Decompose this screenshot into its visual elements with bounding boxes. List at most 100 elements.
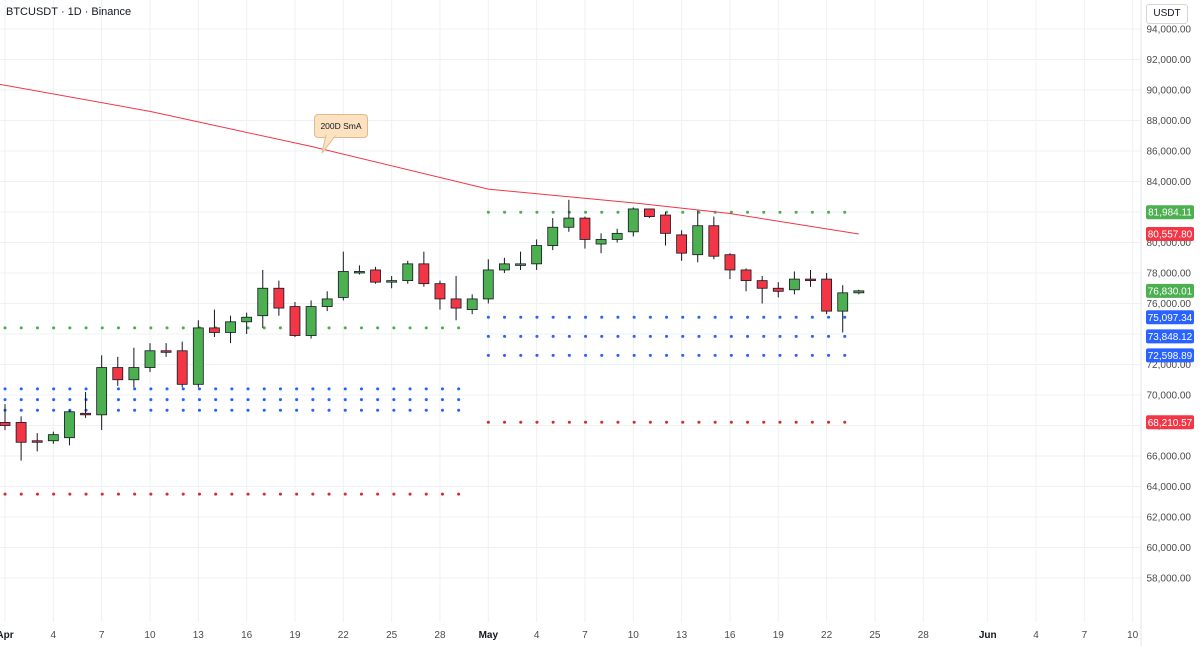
price-label-text: 80,557.80 xyxy=(1148,229,1193,240)
candle-body-up xyxy=(837,292,849,312)
price-label-text: 81,984.11 xyxy=(1148,208,1192,219)
candle xyxy=(756,276,768,304)
candle xyxy=(579,216,591,249)
candle-body-down xyxy=(740,269,752,282)
candle-body-down xyxy=(708,225,720,257)
candle-body-down xyxy=(821,278,833,312)
time-tick-label: Apr xyxy=(0,630,14,641)
candle-body-up xyxy=(692,225,704,256)
candle xyxy=(466,294,478,315)
candle-body-up xyxy=(257,287,269,317)
candle-body-up xyxy=(611,232,623,240)
price-tick-label: 64,000.00 xyxy=(1147,482,1192,493)
candle-body-down xyxy=(273,287,285,309)
candle-body-up xyxy=(547,226,559,246)
price-tick-label: 72,000.00 xyxy=(1147,360,1192,371)
candle-body-down xyxy=(80,412,91,416)
candle xyxy=(418,251,430,287)
candle-body-down xyxy=(176,350,188,385)
time-tick-label: May xyxy=(479,630,499,641)
candle-body-up xyxy=(563,217,575,228)
candle xyxy=(563,199,575,232)
price-tick-label: 92,000.00 xyxy=(1147,55,1192,66)
candle xyxy=(515,251,526,270)
sma-200-line xyxy=(0,83,859,235)
candle xyxy=(128,347,140,388)
candle-body-up xyxy=(853,290,865,294)
candle xyxy=(241,312,253,334)
candle-body-up xyxy=(96,367,108,416)
time-tick-label: 4 xyxy=(534,630,540,641)
candle-body-down xyxy=(160,350,172,353)
price-tick-label: 60,000.00 xyxy=(1147,543,1192,554)
price-label-text: 72,598.89 xyxy=(1148,351,1193,362)
currency-button[interactable]: USDT xyxy=(1146,4,1188,24)
candle-body-up xyxy=(47,434,59,442)
candle xyxy=(837,285,849,333)
candle xyxy=(853,289,865,295)
candle-body-up xyxy=(337,271,349,298)
time-tick-label: 16 xyxy=(724,630,736,641)
candle-body-up xyxy=(627,208,639,233)
time-tick-label: 10 xyxy=(1127,630,1139,641)
candle xyxy=(450,276,462,321)
time-tick-label: 7 xyxy=(582,630,588,641)
candle-body-up xyxy=(386,280,398,283)
price-label-box xyxy=(1146,283,1194,298)
sma-200-path xyxy=(0,83,859,235)
price-tick-label: 94,000.00 xyxy=(1147,25,1192,36)
candle-body-down xyxy=(724,254,736,271)
candle-body-down xyxy=(0,422,11,426)
time-tick-label: 19 xyxy=(773,630,785,641)
price-label-text: 73,848.12 xyxy=(1148,332,1193,343)
candle-body-up xyxy=(531,245,543,265)
price-tick-label: 76,000.00 xyxy=(1147,299,1192,310)
price-tick-label: 62,000.00 xyxy=(1147,513,1192,524)
candle-body-up xyxy=(305,306,317,336)
price-tick-label: 66,000.00 xyxy=(1147,452,1192,463)
candle-body-up xyxy=(144,350,156,368)
time-tick-label: 13 xyxy=(193,630,205,641)
candle xyxy=(112,356,124,386)
price-label-text: 75,097.34 xyxy=(1148,313,1193,324)
time-tick-label: 10 xyxy=(144,630,156,641)
time-tick-label: 7 xyxy=(1082,630,1088,641)
time-tick-label: 22 xyxy=(338,630,350,641)
candle xyxy=(772,282,784,298)
candle-body-down xyxy=(434,283,446,300)
time-tick-label: 16 xyxy=(241,630,253,641)
sma-callout-pointer xyxy=(321,135,337,154)
candle-body-up xyxy=(321,298,333,307)
price-axis[interactable]: 58,000.00 60,000.00 62,000.00 64,000.00 66,0… xyxy=(1147,25,1192,585)
price-label-text: 76,830.01 xyxy=(1148,286,1193,297)
time-axis[interactable]: Apr 4 7 10 13 16 19 22 25 28 May 4 7 10 13 16 19 22 25 28 Ju… xyxy=(0,630,1139,641)
candle-body-down xyxy=(289,306,301,336)
time-tick-label: 4 xyxy=(51,630,57,641)
price-labels: 81,984.11 80,557.80 76,830.01 75,097.34 73,8… xyxy=(1146,205,1194,430)
time-tick-label: 28 xyxy=(918,630,930,641)
candle xyxy=(47,431,59,444)
candle xyxy=(740,268,752,292)
time-tick-label: 22 xyxy=(821,630,833,641)
price-tick-label: 58,000.00 xyxy=(1147,574,1192,585)
symbol-name[interactable]: BTCUSDT xyxy=(6,6,58,18)
price-tick-label: 88,000.00 xyxy=(1147,116,1192,127)
candle xyxy=(805,269,816,287)
price-tick-label: 86,000.00 xyxy=(1147,147,1192,158)
candle xyxy=(370,266,381,284)
candle xyxy=(402,260,414,284)
interval-label[interactable]: 1D xyxy=(67,6,82,18)
candle xyxy=(31,433,43,452)
candle-body-up xyxy=(192,327,204,385)
candle-body-down xyxy=(644,208,655,217)
candle xyxy=(80,391,91,418)
candle-body-down xyxy=(772,287,784,292)
time-tick-label: 19 xyxy=(289,630,301,641)
candle-body-down xyxy=(15,422,27,443)
candle xyxy=(611,228,623,243)
price-label-box xyxy=(1146,310,1194,325)
candle xyxy=(273,280,285,316)
candle-body-up xyxy=(482,269,494,300)
candle xyxy=(354,265,365,275)
